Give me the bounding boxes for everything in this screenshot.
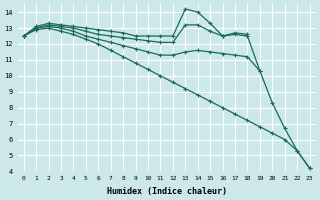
- X-axis label: Humidex (Indice chaleur): Humidex (Indice chaleur): [107, 187, 227, 196]
